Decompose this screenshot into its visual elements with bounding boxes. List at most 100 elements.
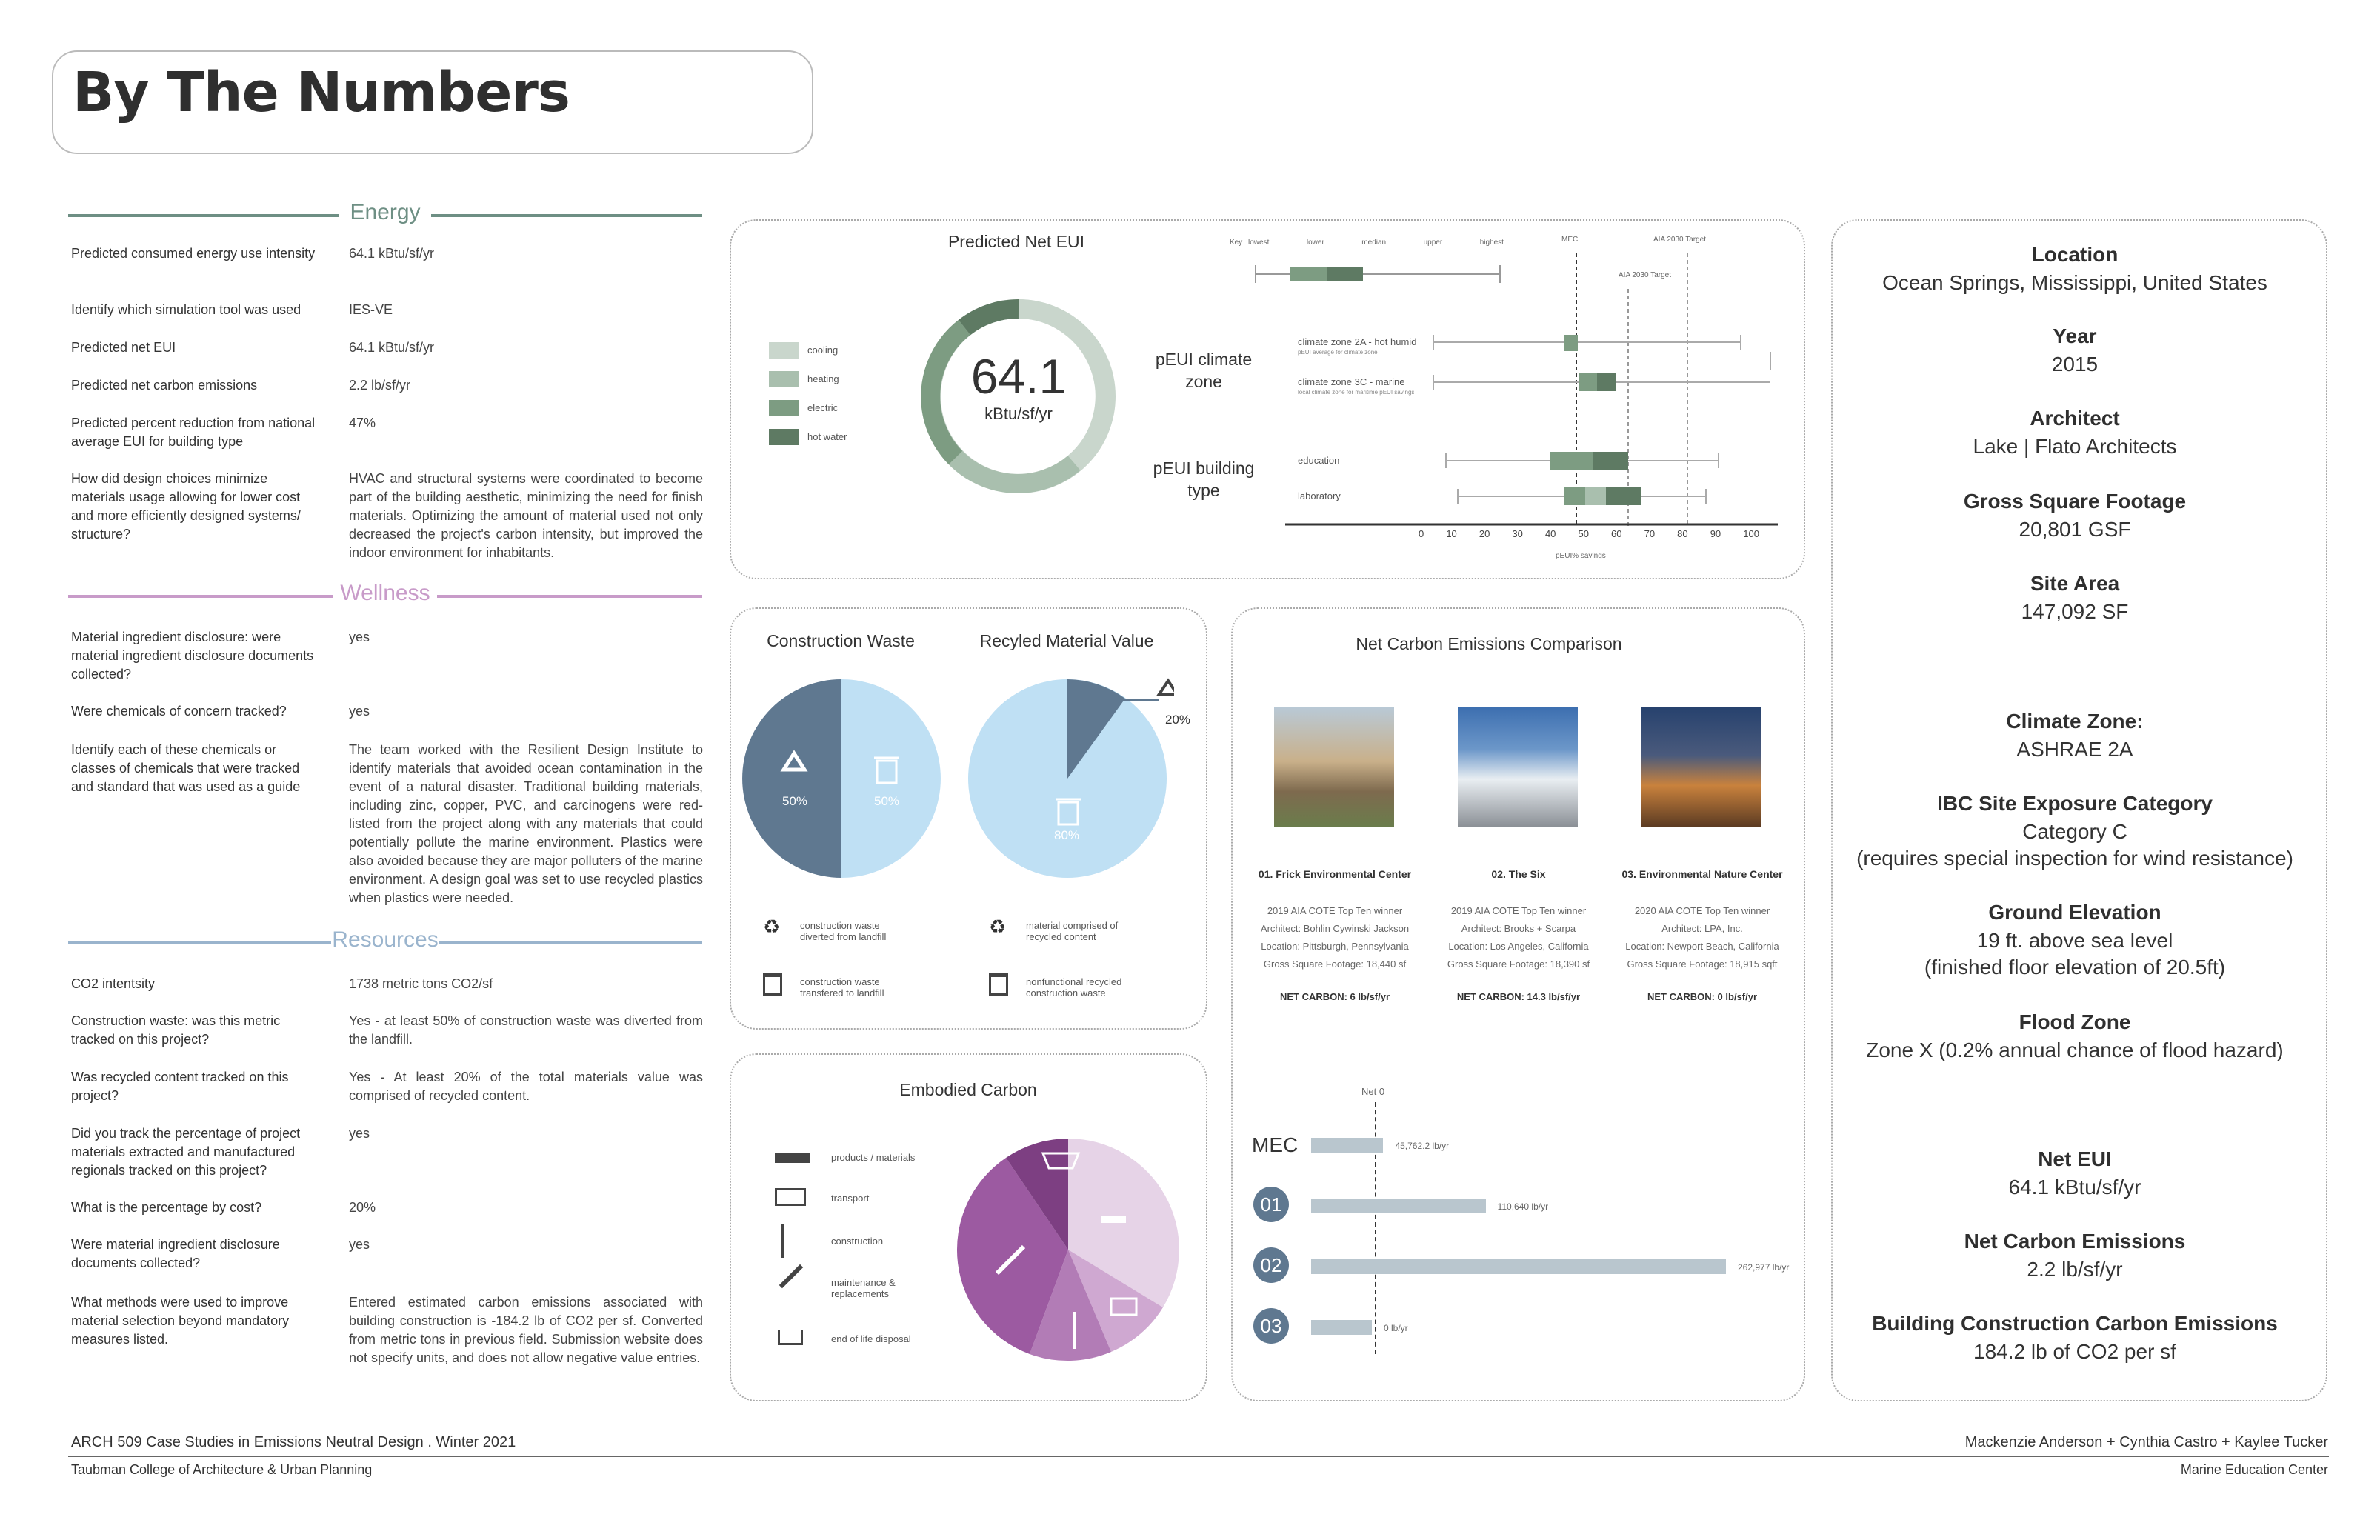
key-boxplot (1255, 265, 1501, 283)
pie2-label-nonrecycled: 80% (1054, 828, 1080, 842)
recycled-material-title: Recyled Material Value (979, 631, 1154, 650)
materials-icon (1101, 1216, 1126, 1223)
row-label-zone-2a: climate zone 2A - hot humid (1298, 336, 1417, 347)
case-net-carbon-2: NET CARBON: 14.3 lb/sf/yr (1456, 991, 1581, 1002)
energy-a-2: 64.1 kBtu/sf/yr (349, 340, 435, 355)
peui-axis-label: pEUI% savings (1556, 552, 1606, 560)
wellness-heading-label: Wellness (340, 581, 430, 605)
row-sub-zone-3c: local climate zone for maritime pEUI sav… (1298, 389, 1415, 396)
case-details-3: 2020 AIA COTE Top Ten winner Architect: … (1612, 902, 1793, 973)
case-net-carbon-1: NET CARBON: 6 lb/sf/yr (1279, 991, 1390, 1002)
pie-recycled (1067, 679, 1125, 779)
footer-course: ARCH 509 Case Studies in Emissions Neutr… (71, 1434, 516, 1450)
key-tick-lower: lower (1306, 239, 1324, 247)
carbon-bar-02 (1311, 1259, 1726, 1274)
recycle-icon: ♻ (763, 916, 781, 938)
case-photo-nature-center (1641, 707, 1761, 827)
resources-rule-left (68, 941, 331, 944)
waste-legend-nonfunctional: nonfunctional recycled construction wast… (1026, 976, 1122, 999)
case3-line3: Location: Newport Beach, California (1625, 941, 1779, 952)
title-box: By The Numbers (52, 50, 813, 154)
case1-line2: Architect: Bohlin Cywinski Jackson (1260, 923, 1410, 934)
wrench-icon (995, 1244, 1026, 1276)
carbon-bar-value-03: 0 lb/yr (1384, 1323, 1408, 1333)
info-flood-value: Zone X (0.2% annual chance of flood haza… (1866, 1039, 2284, 1061)
resources-a-5: yes (349, 1237, 370, 1252)
embodied-carbon-title: Embodied Carbon (899, 1080, 1037, 1099)
carbon-bar-03 (1311, 1320, 1372, 1335)
legend-label-electric: electric (807, 402, 839, 413)
peui-boxplots (1285, 253, 1778, 526)
embodied-item-maintenance: maintenance & replacements (831, 1277, 896, 1299)
info-location-value: Ocean Springs, Mississippi, United State… (1882, 271, 2267, 294)
axis-tick-20: 20 (1479, 528, 1490, 539)
resources-q-3: Did you track the percentage of project … (71, 1126, 301, 1178)
recycle-icon: ♻ (989, 916, 1007, 938)
resources-rule-right (439, 941, 702, 944)
materials-icon (775, 1153, 810, 1163)
embodied-item-transport: transport (831, 1193, 870, 1204)
construction-waste-title: Construction Waste (767, 631, 915, 650)
eui-unit: kBtu/sf/yr (984, 404, 1053, 423)
info-year-value: 2015 (2051, 353, 2099, 376)
case3-line4: Gross Square Footage: 18,915 sqft (1627, 959, 1778, 970)
bar-label-mec: MEC (1252, 1133, 1299, 1156)
info-gsf-value: 20,801 GSF (2019, 518, 2131, 541)
net-carbon-title: Net Carbon Emissions Comparison (1356, 634, 1622, 653)
case-name-1: 01. Frick Environmental Center (1258, 868, 1412, 880)
page-title: By The Numbers (73, 61, 570, 124)
energy-rule-left (68, 214, 339, 217)
aia-target-mid-label: AIA 2030 Target (1619, 271, 1671, 279)
legend-swatch-cooling (769, 342, 799, 359)
legend-label-hot-water: hot water (807, 431, 847, 442)
key-tick-lowest: lowest (1248, 239, 1270, 247)
carbon-bar-value-mec: 45,762.2 lb/yr (1395, 1141, 1450, 1151)
eui-donut (921, 299, 1116, 493)
case2-line4: Gross Square Footage: 18,390 sf (1447, 959, 1590, 970)
resources-a-4: 20% (349, 1200, 376, 1215)
eui-panel-title: Predicted Net EUI (947, 232, 1085, 251)
pie-waste-diverted (742, 679, 841, 878)
info-construction-carbon-value: 184.2 lb of CO2 per sf (1973, 1340, 2176, 1363)
key-tick-upper: upper (1423, 239, 1443, 247)
net-zero-line (1375, 1102, 1376, 1354)
info-construction-carbon-heading: Building Construction Carbon Emissions (1872, 1312, 2278, 1335)
key-tick-highest: highest (1479, 239, 1504, 247)
axis-tick-10: 10 (1446, 528, 1457, 539)
waste-legend-landfill: construction waste transfered to landfil… (800, 976, 884, 999)
info-net-eui-heading: Net EUI (2038, 1147, 2112, 1170)
disposal-icon (778, 1330, 803, 1345)
row-label-zone-3c: climate zone 3C - marine (1298, 376, 1405, 387)
carbon-bar-value-02: 262,977 lb/yr (1738, 1262, 1790, 1273)
pie2-label-recycled: 20% (1165, 713, 1191, 727)
wellness-q-1: Were chemicals of concern tracked? (71, 704, 287, 719)
truck-icon (1110, 1297, 1138, 1316)
bar-label-01: 01 (1253, 1187, 1289, 1222)
info-architect-value: Lake | Flato Architects (1973, 435, 2177, 458)
resources-a-6: Entered estimated carbon emissions assoc… (349, 1295, 703, 1365)
case-net-carbon-3: NET CARBON: 0 lb/sf/yr (1647, 991, 1758, 1002)
info-net-carbon-value: 2.2 lb/sf/yr (2027, 1258, 2123, 1281)
resources-heading-label: Resources (332, 927, 439, 952)
net-carbon-panel (1231, 607, 1805, 1401)
donut-seg-electric (921, 319, 971, 465)
key-label: Key (1230, 239, 1243, 247)
axis-tick-60: 60 (1611, 528, 1622, 539)
box-zone-3c-low (1579, 373, 1597, 391)
energy-a-1: IES-VE (349, 302, 393, 317)
construction-waste-pie (742, 679, 941, 878)
energy-q-2: Predicted net EUI (71, 340, 176, 355)
info-elevation-value: 19 ft. above sea level (finished floor e… (1924, 929, 2226, 979)
carbon-bar-mec (1311, 1138, 1384, 1153)
case-photo-the-six (1458, 707, 1578, 827)
recycle-icon (1156, 678, 1174, 696)
energy-heading: Energy (68, 200, 702, 230)
info-elevation-heading: Ground Elevation (1988, 901, 2161, 924)
wellness-a-0: yes (349, 630, 370, 644)
info-climate-zone-heading: Climate Zone: (2006, 710, 2144, 733)
box-laboratory-low (1564, 487, 1585, 505)
pie-waste-landfill (841, 679, 941, 878)
resources-q-2: Was recycled content tracked on this pro… (71, 1070, 289, 1103)
energy-a-0: 64.1 kBtu/sf/yr (349, 246, 435, 261)
axis-tick-70: 70 (1644, 528, 1656, 539)
